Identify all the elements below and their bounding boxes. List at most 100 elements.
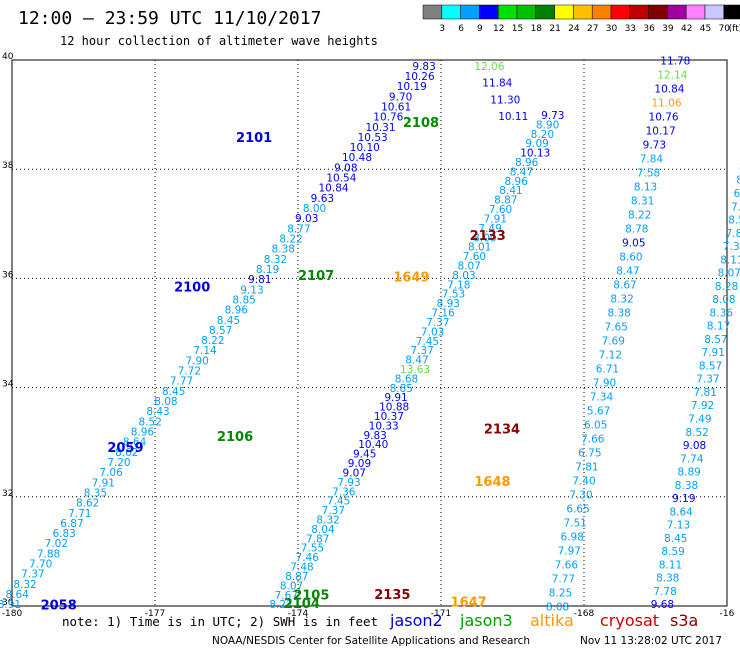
chart-subtitle: 12 hour collection of altimeter wave hei… xyxy=(60,34,378,48)
swh-value: 8.89 xyxy=(677,467,700,479)
swh-value: 7.60 xyxy=(463,251,486,263)
swh-value: 8.43 xyxy=(146,406,169,418)
swh-value: 8.03 xyxy=(452,270,475,282)
pass-label: 1647 xyxy=(451,596,487,611)
swh-value: 7.34 xyxy=(590,391,614,403)
color-scale-swatch xyxy=(685,4,706,20)
swh-value: 7.67 xyxy=(275,590,298,602)
swh-value: 7.66 xyxy=(581,433,605,445)
swh-value: 10.11 xyxy=(498,111,528,123)
swh-value: 8.22 xyxy=(628,209,651,221)
swh-value: 8.67 xyxy=(613,279,636,291)
swh-value: 7.84 xyxy=(726,228,740,240)
swh-value: 8.38 xyxy=(272,244,295,256)
swh-value: 7.45 xyxy=(327,496,350,508)
swh-value: 7.53 xyxy=(442,289,465,301)
swh-value: 9.73 xyxy=(643,139,666,151)
swh-value: 9.03 xyxy=(295,213,318,225)
swh-value: 7.39 xyxy=(723,241,740,253)
pass-label: 1648 xyxy=(474,475,510,490)
swh-value: 10.37 xyxy=(374,411,404,423)
color-scale-swatch xyxy=(704,4,725,20)
swh-value: 7.71 xyxy=(68,508,91,520)
swh-value: 10.33 xyxy=(369,420,399,432)
x-tick-label: -168 xyxy=(574,609,595,619)
wave-height-values: 8.918.648.327.377.707.887.026.836.877.71… xyxy=(0,55,740,613)
swh-value: 7.60 xyxy=(489,204,512,216)
color-scale-swatch xyxy=(667,4,687,20)
swh-value: 8.32 xyxy=(316,515,339,527)
color-scale-label: 21 xyxy=(549,24,560,34)
swh-value: 7.12 xyxy=(599,349,622,361)
pass-label: 2135 xyxy=(374,588,410,603)
pass-label: 2105 xyxy=(293,588,329,603)
color-scale-label: 15 xyxy=(512,24,523,34)
swh-value: 7.65 xyxy=(605,321,628,333)
swh-value: 7.93 xyxy=(337,477,360,489)
swh-value: 8.07 xyxy=(280,580,303,592)
swh-value: 7.90 xyxy=(185,355,208,367)
swh-value: 8.04 xyxy=(311,524,335,536)
swh-value: 5.67 xyxy=(587,405,610,417)
swh-value: 11.84 xyxy=(482,78,512,90)
swh-value: 8.41 xyxy=(499,185,522,197)
swh-value: 8.87 xyxy=(285,571,308,583)
pass-label: 2058 xyxy=(41,598,77,613)
color-scale-swatch xyxy=(497,4,518,20)
color-scale-swatch xyxy=(554,4,574,20)
color-scale-swatch xyxy=(516,4,537,20)
swh-value: 8.77 xyxy=(287,223,310,235)
swh-value: 8.22 xyxy=(279,234,302,246)
color-scale-swatch xyxy=(441,4,461,20)
swh-value: 8.85 xyxy=(232,294,255,306)
swh-value: 8.08 xyxy=(546,601,569,613)
color-scale-label: 6 xyxy=(458,24,464,34)
swh-value: 10.84 xyxy=(654,83,684,95)
swh-value: 10.40 xyxy=(358,439,388,451)
swh-value: 8.11 xyxy=(659,559,682,571)
swh-value: 7.70 xyxy=(29,559,52,571)
swh-value: 7.91 xyxy=(702,347,725,359)
x-tick-label: -171 xyxy=(431,609,451,619)
swh-value: 10.19 xyxy=(397,81,427,93)
swh-value: 7.77 xyxy=(170,376,193,388)
swh-value: 8.91 xyxy=(0,599,21,611)
swh-value: 7.06 xyxy=(99,467,123,479)
swh-value: 7.91 xyxy=(484,213,507,225)
swh-value: 9.19 xyxy=(672,493,695,505)
color-scale-label: 30 xyxy=(606,24,618,34)
swh-value: 8.96 xyxy=(515,157,539,169)
swh-value: 7.88 xyxy=(37,548,60,560)
swh-value: 11.30 xyxy=(490,94,520,106)
y-tick-label: 40 xyxy=(2,52,14,62)
swh-value: 8.22 xyxy=(269,599,292,611)
swh-value: 8.00 xyxy=(303,203,326,215)
color-scale-swatch xyxy=(573,4,593,20)
color-scale-label: 39 xyxy=(662,24,674,34)
pass-label: 2106 xyxy=(217,430,253,445)
swh-value: 7.58 xyxy=(637,167,660,179)
swh-value: 10.61 xyxy=(381,101,411,113)
swh-value: 8.68 xyxy=(395,373,418,385)
swh-value: 7.40 xyxy=(572,475,595,487)
pass-label: 2133 xyxy=(470,229,506,244)
swh-value: 8.45 xyxy=(664,533,687,545)
swh-value: 7.87 xyxy=(306,533,329,545)
swh-value: 8.52 xyxy=(139,416,162,428)
swh-value: 7.97 xyxy=(558,545,581,557)
color-scale-swatch xyxy=(460,4,480,20)
color-scale-swatch xyxy=(479,4,499,20)
color-scale-label: 9 xyxy=(477,24,483,34)
swh-value: 8.17 xyxy=(707,321,730,333)
swh-value: 7.87 xyxy=(731,201,740,213)
satellite-legend-cryosat: cryosat xyxy=(600,611,659,630)
swh-value: 8.38 xyxy=(656,573,679,585)
swh-value: 12.06 xyxy=(474,61,504,73)
color-scale-label: 33 xyxy=(625,24,636,34)
swh-value: 8.32 xyxy=(13,579,36,591)
swh-value: 7.84 xyxy=(640,153,664,165)
swh-value: 6.98 xyxy=(561,531,584,543)
note-text: note: 1) Time is in UTC; 2) SWH is in fe… xyxy=(62,614,378,629)
